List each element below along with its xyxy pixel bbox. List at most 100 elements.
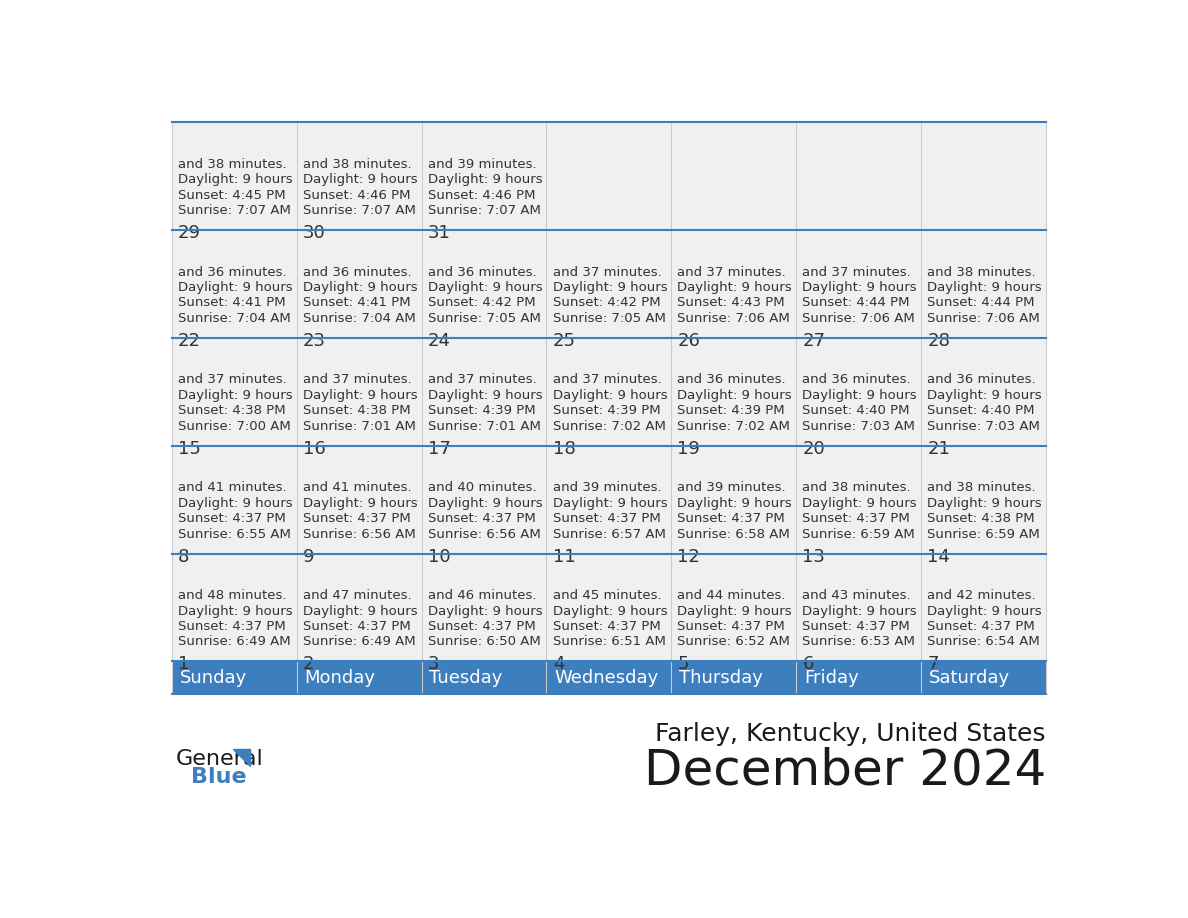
Text: Sunset: 4:37 PM: Sunset: 4:37 PM	[552, 512, 661, 525]
Text: Sunrise: 6:50 AM: Sunrise: 6:50 AM	[428, 635, 541, 648]
Text: Sunset: 4:37 PM: Sunset: 4:37 PM	[428, 620, 536, 633]
Text: Sunset: 4:39 PM: Sunset: 4:39 PM	[677, 404, 785, 418]
Text: and 36 minutes.: and 36 minutes.	[303, 265, 411, 279]
Text: 5: 5	[677, 655, 689, 673]
Bar	[422, 554, 546, 662]
Text: Daylight: 9 hours: Daylight: 9 hours	[303, 604, 417, 618]
Bar	[671, 338, 796, 446]
Bar	[796, 338, 921, 446]
Bar	[297, 446, 422, 554]
Bar	[671, 446, 796, 554]
Text: 20: 20	[802, 440, 826, 458]
Bar	[297, 338, 422, 446]
Text: 14: 14	[928, 547, 950, 565]
Bar	[172, 446, 297, 554]
Text: Wednesday: Wednesday	[554, 668, 658, 687]
Text: Sunrise: 6:54 AM: Sunrise: 6:54 AM	[928, 635, 1040, 648]
Text: 27: 27	[802, 332, 826, 350]
Text: Sunset: 4:46 PM: Sunset: 4:46 PM	[303, 189, 410, 202]
Text: Daylight: 9 hours: Daylight: 9 hours	[178, 281, 292, 294]
Bar	[546, 338, 671, 446]
Text: Sunrise: 6:55 AM: Sunrise: 6:55 AM	[178, 528, 291, 541]
Bar	[796, 122, 921, 230]
Bar	[172, 122, 297, 230]
Text: Sunset: 4:46 PM: Sunset: 4:46 PM	[428, 189, 536, 202]
Bar	[297, 122, 422, 230]
Text: and 40 minutes.: and 40 minutes.	[428, 481, 536, 494]
Bar	[172, 230, 297, 338]
Text: Sunset: 4:43 PM: Sunset: 4:43 PM	[677, 297, 785, 309]
Text: and 45 minutes.: and 45 minutes.	[552, 589, 662, 602]
Text: and 37 minutes.: and 37 minutes.	[428, 374, 537, 386]
Text: Sunset: 4:37 PM: Sunset: 4:37 PM	[552, 620, 661, 633]
Text: Daylight: 9 hours: Daylight: 9 hours	[178, 389, 292, 402]
Text: 8: 8	[178, 547, 189, 565]
Text: 4: 4	[552, 655, 564, 673]
Text: Daylight: 9 hours: Daylight: 9 hours	[552, 389, 668, 402]
Text: Sunrise: 7:02 AM: Sunrise: 7:02 AM	[677, 420, 790, 432]
Text: Sunset: 4:41 PM: Sunset: 4:41 PM	[303, 297, 411, 309]
Bar	[297, 554, 422, 662]
Text: 19: 19	[677, 440, 701, 458]
Bar	[796, 554, 921, 662]
Text: Daylight: 9 hours: Daylight: 9 hours	[677, 497, 792, 509]
Text: Daylight: 9 hours: Daylight: 9 hours	[802, 497, 917, 509]
Text: Daylight: 9 hours: Daylight: 9 hours	[178, 497, 292, 509]
Text: Sunrise: 6:52 AM: Sunrise: 6:52 AM	[677, 635, 790, 648]
Text: 12: 12	[677, 547, 701, 565]
Text: Daylight: 9 hours: Daylight: 9 hours	[303, 497, 417, 509]
Bar	[796, 230, 921, 338]
Text: Sunrise: 7:04 AM: Sunrise: 7:04 AM	[178, 312, 291, 325]
Text: Sunrise: 7:07 AM: Sunrise: 7:07 AM	[428, 204, 541, 217]
Text: Sunset: 4:41 PM: Sunset: 4:41 PM	[178, 297, 285, 309]
Text: and 44 minutes.: and 44 minutes.	[677, 589, 786, 602]
Text: Sunset: 4:44 PM: Sunset: 4:44 PM	[802, 297, 910, 309]
Text: Daylight: 9 hours: Daylight: 9 hours	[552, 281, 668, 294]
Text: Sunrise: 6:58 AM: Sunrise: 6:58 AM	[677, 528, 790, 541]
Text: Daylight: 9 hours: Daylight: 9 hours	[802, 604, 917, 618]
Text: and 37 minutes.: and 37 minutes.	[677, 265, 786, 279]
Text: Daylight: 9 hours: Daylight: 9 hours	[428, 174, 543, 186]
Text: 6: 6	[802, 655, 814, 673]
Text: Sunset: 4:38 PM: Sunset: 4:38 PM	[303, 404, 411, 418]
Text: Sunrise: 7:03 AM: Sunrise: 7:03 AM	[802, 420, 915, 432]
Text: Daylight: 9 hours: Daylight: 9 hours	[303, 281, 417, 294]
Text: Sunrise: 7:03 AM: Sunrise: 7:03 AM	[928, 420, 1041, 432]
Text: and 41 minutes.: and 41 minutes.	[303, 481, 411, 494]
Text: 28: 28	[928, 332, 950, 350]
Text: Sunset: 4:45 PM: Sunset: 4:45 PM	[178, 189, 285, 202]
Text: Sunset: 4:42 PM: Sunset: 4:42 PM	[552, 297, 661, 309]
Text: 9: 9	[303, 547, 315, 565]
Text: Sunrise: 7:05 AM: Sunrise: 7:05 AM	[552, 312, 665, 325]
Text: Sunrise: 7:00 AM: Sunrise: 7:00 AM	[178, 420, 291, 432]
Text: Monday: Monday	[304, 668, 375, 687]
Text: Sunday: Sunday	[179, 668, 247, 687]
Bar	[546, 122, 671, 230]
Bar	[921, 230, 1045, 338]
Bar	[671, 230, 796, 338]
Text: Daylight: 9 hours: Daylight: 9 hours	[928, 389, 1042, 402]
Text: and 38 minutes.: and 38 minutes.	[928, 265, 1036, 279]
Text: 17: 17	[428, 440, 450, 458]
Text: Sunrise: 7:07 AM: Sunrise: 7:07 AM	[303, 204, 416, 217]
Text: and 37 minutes.: and 37 minutes.	[303, 374, 411, 386]
Text: Daylight: 9 hours: Daylight: 9 hours	[928, 497, 1042, 509]
Text: Sunrise: 7:07 AM: Sunrise: 7:07 AM	[178, 204, 291, 217]
Text: Farley, Kentucky, United States: Farley, Kentucky, United States	[656, 722, 1045, 745]
Text: and 47 minutes.: and 47 minutes.	[303, 589, 411, 602]
Bar	[921, 122, 1045, 230]
Text: Saturday: Saturday	[929, 668, 1010, 687]
Text: and 36 minutes.: and 36 minutes.	[677, 374, 786, 386]
Text: General: General	[176, 749, 264, 769]
Bar	[671, 554, 796, 662]
Text: Sunrise: 6:53 AM: Sunrise: 6:53 AM	[802, 635, 915, 648]
Text: Sunrise: 7:02 AM: Sunrise: 7:02 AM	[552, 420, 665, 432]
Text: Daylight: 9 hours: Daylight: 9 hours	[303, 389, 417, 402]
Text: Tuesday: Tuesday	[429, 668, 503, 687]
Text: 2: 2	[303, 655, 315, 673]
Text: Sunset: 4:37 PM: Sunset: 4:37 PM	[178, 620, 285, 633]
Bar	[921, 554, 1045, 662]
Text: Sunset: 4:37 PM: Sunset: 4:37 PM	[802, 620, 910, 633]
Bar	[546, 230, 671, 338]
Text: Sunset: 4:39 PM: Sunset: 4:39 PM	[428, 404, 536, 418]
